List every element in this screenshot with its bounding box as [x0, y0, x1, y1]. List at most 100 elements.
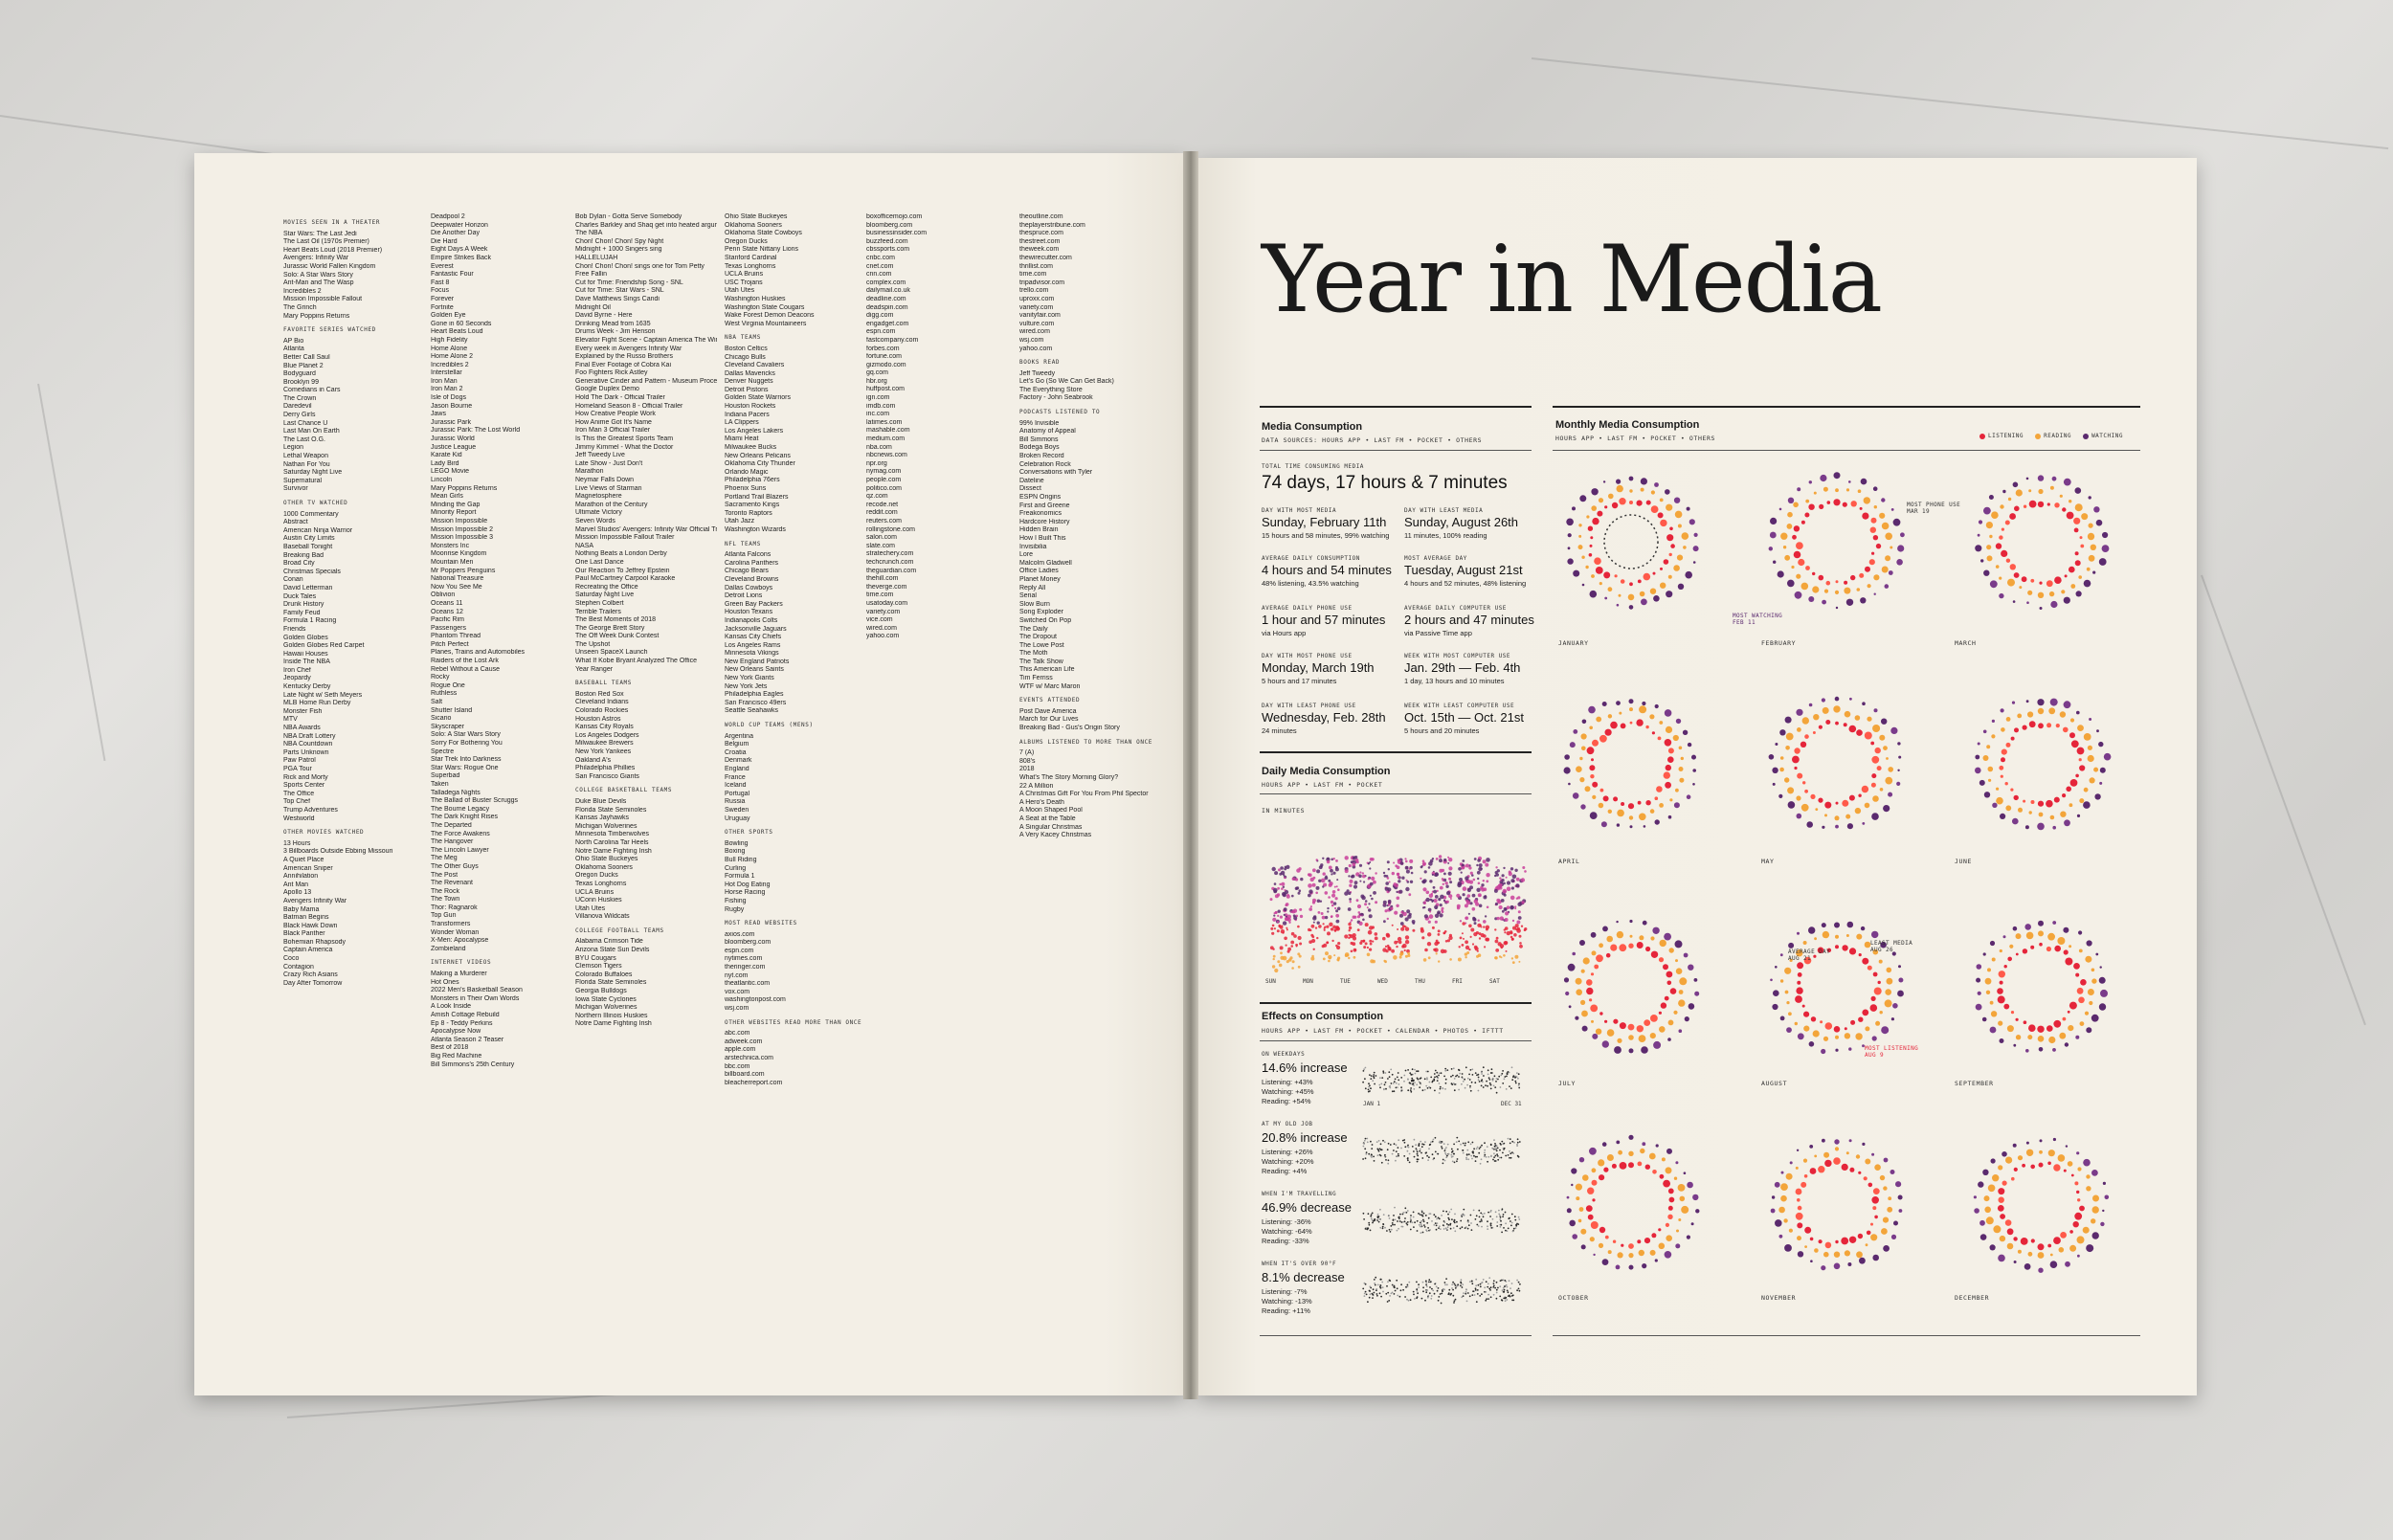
list-item: cbssports.com: [866, 246, 910, 254]
section-heading: WORLD CUP TEAMS (MENS): [725, 722, 814, 729]
media-dot: [1804, 1226, 1812, 1234]
effect-dot: [1456, 1225, 1459, 1228]
list-item: engadget.com: [866, 320, 909, 327]
effect-dot: [1441, 1146, 1443, 1148]
daily-dot: [1398, 940, 1402, 945]
list-item: USC Trojans: [725, 279, 763, 286]
media-dot: [2046, 723, 2052, 728]
media-dot: [1779, 1016, 1785, 1021]
media-dot: [2062, 1016, 2067, 1021]
media-dot: [1856, 729, 1863, 736]
media-dot: [1692, 783, 1695, 786]
monthly-radial-grid: [1563, 472, 2112, 1273]
section-heading: NFL TEAMS: [725, 540, 761, 547]
media-dot: [1691, 754, 1696, 760]
daily-dot: [1328, 865, 1332, 870]
media-dot: [1833, 499, 1841, 506]
daily-dot: [1506, 930, 1510, 936]
list-item: Notre Dame Fighting Irish: [575, 847, 652, 855]
daily-dot: [1333, 954, 1336, 957]
media-dot: [1668, 948, 1674, 953]
effect-dot: [1500, 1219, 1502, 1222]
section-heading: OTHER TV WATCHED: [283, 500, 348, 506]
average-ring: [1603, 514, 1659, 569]
daily-dot: [1443, 858, 1447, 862]
effect-dot: [1426, 1296, 1429, 1299]
daily-dot: [1505, 876, 1508, 879]
media-dot: [2030, 945, 2035, 949]
daily-dot: [1471, 907, 1476, 911]
media-dot: [2069, 500, 2072, 503]
list-item: Planet Money: [1019, 575, 1061, 583]
media-dot: [1768, 547, 1773, 551]
effect-dot: [1502, 1214, 1505, 1216]
list-item: Drinking Mead from 1635: [575, 320, 651, 327]
media-dot: [1871, 755, 1880, 764]
media-dot: [1988, 778, 1992, 782]
list-item: Late Show - Just Don't: [575, 459, 643, 467]
media-dot: [1877, 980, 1881, 985]
daily-dot: [1315, 885, 1320, 890]
daily-dot: [1477, 882, 1481, 885]
daily-dot: [1353, 856, 1358, 859]
media-dot: [1873, 574, 1880, 581]
effect-dot: [1452, 1082, 1455, 1084]
list-item: Hidden Brain: [1019, 526, 1059, 534]
effect-dot: [1372, 1080, 1375, 1082]
effect-dot: [1395, 1086, 1398, 1089]
list-item: Anatomy of Appeal: [1019, 428, 1076, 435]
media-dot: [1695, 1209, 1700, 1214]
effect-dot: [1424, 1215, 1427, 1216]
daily-dot: [1514, 907, 1517, 910]
media-dot: [1997, 995, 2005, 1004]
media-dot: [1677, 583, 1685, 590]
daily-dot: [1486, 873, 1490, 878]
media-dot: [2053, 1164, 2061, 1172]
media-dot: [1990, 1011, 1998, 1017]
effect-dot: [1425, 1283, 1427, 1286]
effect-dot: [1364, 1137, 1367, 1140]
media-dot: [1855, 1033, 1863, 1040]
effect-dot: [1468, 1295, 1471, 1298]
media-dot: [2007, 578, 2015, 587]
effect-dot: [1408, 1152, 1411, 1155]
daily-dot: [1503, 954, 1506, 957]
media-dot: [1997, 988, 2003, 994]
daily-dot: [1422, 901, 1426, 904]
media-dot: [1856, 1251, 1863, 1259]
axis-start: JAN 1: [1363, 1101, 1381, 1107]
effect-dot: [1436, 1080, 1439, 1082]
media-dot: [1592, 794, 1597, 799]
list-item: cnbc.com: [866, 254, 895, 261]
media-dot: [1590, 931, 1597, 938]
daily-dot: [1504, 931, 1507, 934]
effect-dot: [1510, 1066, 1513, 1069]
media-dot: [1975, 545, 1982, 552]
effect-dot: [1426, 1077, 1428, 1079]
list-item: Terrible Trailers: [575, 608, 621, 615]
media-dot: [2068, 1025, 2074, 1032]
media-dot: [1999, 1038, 2004, 1043]
list-item: Captain America: [283, 947, 333, 954]
list-item: reuters.com: [866, 517, 902, 524]
effect-dot: [1443, 1282, 1446, 1283]
media-dot: [1849, 697, 1852, 701]
daily-dot: [1435, 858, 1439, 860]
media-dot: [1582, 1174, 1589, 1181]
effect-dot: [1366, 1137, 1369, 1140]
media-dot: [1668, 552, 1672, 557]
effect-dot: [1477, 1076, 1480, 1079]
media-dot: [1680, 756, 1684, 761]
media-dot: [1872, 795, 1879, 802]
effect-dot: [1426, 1078, 1428, 1081]
effect-dot: [1484, 1286, 1487, 1289]
effect-dot: [1444, 1069, 1447, 1072]
effect-dot: [1424, 1141, 1426, 1143]
effect-dot: [1419, 1148, 1421, 1150]
media-dot: [1658, 957, 1665, 963]
list-item: Broad City: [283, 560, 315, 568]
list-item: Minority Report: [431, 509, 477, 517]
effect-dot: [1440, 1302, 1443, 1305]
daily-dot: [1495, 866, 1498, 869]
effect-dot: [1458, 1088, 1460, 1091]
